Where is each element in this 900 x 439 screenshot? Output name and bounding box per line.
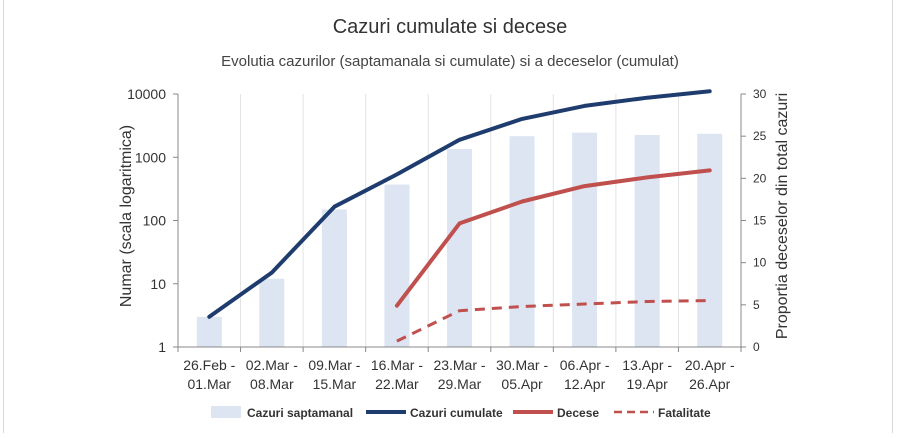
y2-tick-label: 20 — [753, 171, 767, 185]
y-tick-label: 10 — [150, 276, 166, 292]
y2-tick-label: 15 — [753, 214, 767, 228]
y2-tick-label: 0 — [753, 340, 760, 354]
bar-cazuri-saptamanal — [197, 317, 222, 347]
legend-label-cazuri-saptamanal: Cazuri saptamanal — [247, 406, 353, 420]
y2-axis-label: Proportia deceselor din total cazuri — [774, 93, 791, 339]
legend-label-decese: Decese — [557, 406, 599, 420]
bar-cazuri-saptamanal — [635, 135, 660, 347]
bar-cazuri-saptamanal — [510, 136, 535, 347]
y-tick-label: 100 — [143, 213, 167, 229]
x-tick-label: 16.Mar -22.Mar — [371, 357, 423, 392]
legend-label-cazuri-cumulate: Cazuri cumulate — [410, 406, 503, 420]
x-tick-label: 23.Mar -29.Mar — [433, 357, 485, 392]
x-tick-label: 26.Feb -01.Mar — [183, 357, 235, 392]
y2-tick-label: 25 — [753, 129, 767, 143]
x-tick-label: 13.Apr -19.Apr — [622, 357, 672, 392]
y2-tick-label: 30 — [753, 87, 767, 101]
bars-cazuri-saptamanal — [197, 133, 722, 347]
bar-cazuri-saptamanal — [384, 185, 409, 347]
y-axis-label: Numar (scala logaritmica) — [118, 125, 135, 307]
bar-cazuri-saptamanal — [447, 149, 472, 347]
x-tick-label: 09.Mar -15.Mar — [308, 357, 360, 392]
y2-tick-label: 5 — [753, 298, 760, 312]
legend: Cazuri saptamanal Cazuri cumulate Decese Fa… — [211, 406, 711, 420]
bar-cazuri-saptamanal — [322, 209, 347, 347]
x-tick-label: 06.Apr -12.Apr — [560, 357, 610, 392]
chart-title: Cazuri cumulate si decese — [333, 16, 568, 38]
legend-label-fatalitate: Fatalitate — [658, 406, 711, 420]
bar-cazuri-saptamanal — [572, 133, 597, 347]
y-tick-label: 1000 — [135, 149, 166, 165]
x-tick-label: 02.Mar -08.Mar — [246, 357, 298, 392]
x-tick-label: 30.Mar -05.Apr — [496, 357, 548, 392]
y-tick-label: 1 — [158, 339, 166, 355]
legend-swatch-cazuri-saptamanal — [211, 406, 241, 418]
x-tick-label: 20.Apr -26.Apr — [685, 357, 735, 392]
bar-cazuri-saptamanal — [697, 134, 722, 347]
chart-subtitle: Evolutia cazurilor (saptamanala si cumul… — [221, 53, 679, 70]
bar-cazuri-saptamanal — [259, 279, 284, 347]
y2-tick-label: 10 — [753, 256, 767, 270]
y-tick-label: 10000 — [127, 86, 166, 102]
